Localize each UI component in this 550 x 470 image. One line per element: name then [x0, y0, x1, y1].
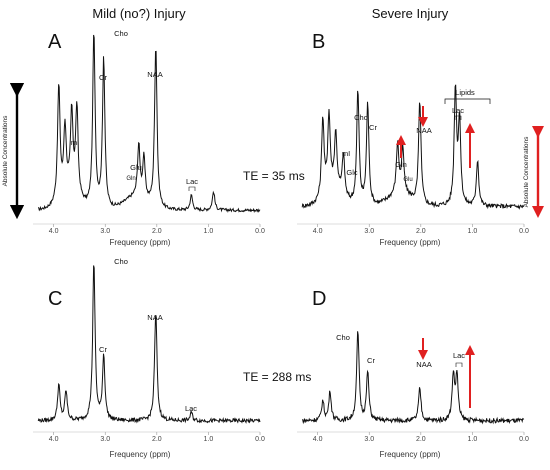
spectrum-panel-b: 4.0 3.0 2.0 1.0 0.0 Frequency (ppm) Cho Cr N…: [297, 84, 529, 247]
spectrum-line-c: [37, 265, 261, 424]
x-tick-label-b-3: 1.0: [468, 228, 478, 235]
panel-letter-c: C: [48, 288, 62, 310]
x-tick-label-d-3: 1.0: [468, 436, 478, 443]
peak-label-lac-c: Lac: [185, 404, 197, 413]
peak-label-glc-b: Glc: [346, 168, 358, 177]
te-label-long: TE = 288 ms: [243, 370, 311, 384]
spectrum-panel-c: 4.0 3.0 2.0 1.0 0.0 Frequency (ppm) Cho Cr N…: [33, 257, 265, 459]
spectrum-line-a: [38, 34, 261, 214]
peak-label-cho-d: Cho: [336, 333, 350, 342]
peak-label-lac-a: Lac: [186, 177, 198, 186]
peak-label-mi-a: mI: [71, 138, 79, 147]
peak-label-glu-b: Glu: [403, 177, 412, 183]
x-axis-title-a: Frequency (ppm): [110, 238, 171, 247]
lipids-bracket-b: [444, 98, 491, 104]
spectrum-line-d: [301, 331, 525, 425]
peak-label-naa-c: NAA: [147, 313, 162, 322]
x-tick-label-d-1: 3.0: [364, 436, 374, 443]
peak-label-cho-c: Cho: [114, 257, 128, 266]
x-tick-label-b-1: 3.0: [364, 228, 374, 235]
x-tick-label-a-4: 0.0: [255, 228, 265, 235]
peak-label-gln-b: Gln: [395, 160, 407, 169]
x-tick-label-d-0: 4.0: [313, 436, 323, 443]
x-tick-label-a-2: 2.0: [152, 228, 162, 235]
x-tick-label-c-3: 1.0: [204, 436, 214, 443]
peak-label-lipids-b: Lipids: [455, 88, 475, 97]
peak-label-mi-b: mI: [342, 149, 350, 158]
peak-label-naa-d: NAA: [416, 360, 431, 369]
spectrum-panel-d: 4.0 3.0 2.0 1.0 0.0 Frequency (ppm) Cho Cr N…: [297, 331, 529, 459]
peak-label-lac-d: Lac: [453, 351, 465, 360]
x-axis-title-c: Frequency (ppm): [110, 450, 171, 459]
x-tick-label-b-0: 4.0: [313, 228, 323, 235]
peak-label-cho-b: Cho: [354, 113, 368, 122]
peak-label-naa-b: NAA: [416, 126, 431, 135]
x-tick-label-c-0: 4.0: [49, 436, 59, 443]
lac-doublet-bracket-a: [188, 186, 196, 191]
side-label-right: Absolute Concentrations: [523, 136, 530, 208]
lac-doublet-bracket-d: [455, 362, 463, 367]
x-tick-label-d-2: 2.0: [416, 436, 426, 443]
x-tick-label-c-2: 2.0: [152, 436, 162, 443]
peak-label-gln-a: Gln: [126, 176, 135, 182]
x-tick-label-b-2: 2.0: [416, 228, 426, 235]
peak-label-cr-a: Cr: [99, 73, 107, 82]
lac-doublet-bracket-b: [454, 115, 462, 120]
x-tick-label-a-0: 4.0: [49, 228, 59, 235]
peak-label-lac-b: Lac: [452, 106, 464, 115]
peak-label-glu-a: Glu: [130, 163, 142, 172]
peak-label-cr-b: Cr: [369, 123, 377, 132]
x-axis-title-d: Frequency (ppm): [380, 450, 441, 459]
x-tick-label-d-4: 0.0: [519, 436, 529, 443]
x-tick-label-b-4: 0.0: [519, 228, 529, 235]
spectrum-panel-a: 4.0 3.0 2.0 1.0 0.0 Frequency (ppm) Cho Cr N…: [33, 29, 265, 247]
x-tick-label-c-4: 0.0: [255, 436, 265, 443]
x-tick-label-a-1: 3.0: [100, 228, 110, 235]
peak-label-cr-c: Cr: [99, 345, 107, 354]
x-axis-title-b: Frequency (ppm): [380, 238, 441, 247]
peak-label-cr-d: Cr: [367, 356, 375, 365]
panel-letter-a: A: [48, 31, 62, 53]
x-tick-label-c-1: 3.0: [100, 436, 110, 443]
side-label-left: Absolute Concentrations: [2, 115, 9, 187]
peak-label-cho-a: Cho: [114, 29, 128, 38]
te-label-short: TE = 35 ms: [243, 169, 305, 183]
x-tick-label-a-3: 1.0: [204, 228, 214, 235]
right-column-title: Severe Injury: [372, 6, 449, 21]
peak-label-naa-a: NAA: [147, 70, 162, 79]
panel-letter-d: D: [312, 288, 326, 310]
left-column-title: Mild (no?) Injury: [92, 6, 186, 21]
panel-letter-b: B: [312, 31, 325, 53]
spectrum-line-b: [301, 84, 525, 210]
